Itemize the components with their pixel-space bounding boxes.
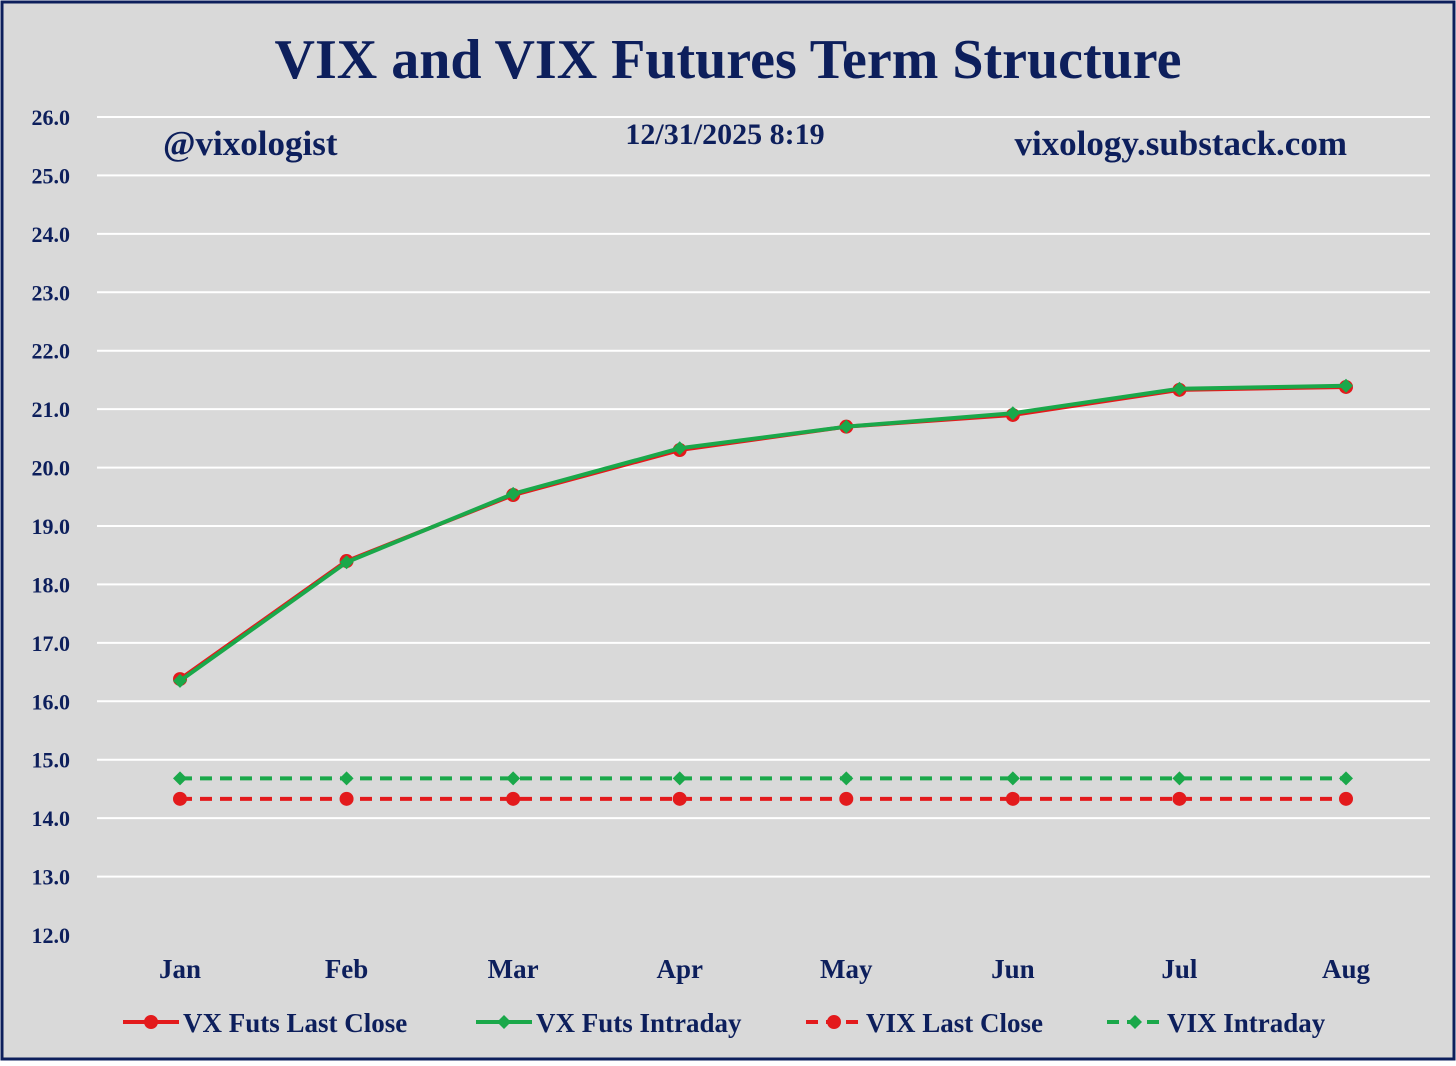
data-point [339, 555, 354, 570]
x-tick-label: May [820, 954, 873, 984]
x-tick-label: Jan [159, 954, 201, 984]
data-point [173, 771, 187, 786]
legend-label: VX Futs Intraday [536, 1008, 742, 1038]
x-tick-label: Jul [1161, 954, 1198, 984]
y-tick-label: 14.0 [32, 806, 71, 831]
x-tick-label: Mar [488, 954, 539, 984]
grid-layer [97, 116, 1430, 878]
data-point [672, 791, 687, 806]
data-point [672, 771, 687, 786]
y-tick-label: 20.0 [32, 456, 71, 481]
legend-label: VIX Last Close [866, 1008, 1043, 1038]
data-point [839, 771, 854, 786]
x-tick-label: Feb [325, 954, 369, 984]
y-tick-label: 21.0 [32, 397, 71, 422]
handle-annotation: @vixologist [163, 124, 338, 163]
x-tick-label: Jun [991, 954, 1035, 984]
data-point [1005, 791, 1020, 806]
data-point [339, 771, 354, 786]
data-point [1172, 381, 1187, 396]
legend-item: VIX Last Close [806, 1008, 1043, 1038]
legend-swatch-marker [497, 1015, 511, 1029]
series-vx-futs-intraday [173, 378, 1353, 688]
series-layer [173, 378, 1353, 806]
data-point [672, 441, 687, 456]
legend-swatch-marker [827, 1015, 841, 1029]
legend-swatch-marker [1128, 1015, 1142, 1029]
legend-label: VIX Intraday [1167, 1008, 1326, 1038]
y-tick-label: 19.0 [32, 514, 71, 539]
data-point [339, 791, 354, 806]
data-point [1339, 791, 1353, 806]
data-point [839, 791, 854, 806]
x-tick-label: Aug [1322, 954, 1371, 984]
data-point [506, 791, 521, 806]
x-tick-label: Apr [656, 954, 703, 984]
data-point [1339, 771, 1353, 786]
series-line [178, 383, 1347, 683]
y-axis-ticks: 12.0 13.0 14.0 15.0 16.0 17.0 18.0 19.0 20.0 21.0… [32, 105, 71, 948]
chart-title: VIX and VIX Futures Term Structure [275, 29, 1182, 91]
x-axis-ticks: Jan Feb Mar Apr May Jun Jul Aug [159, 954, 1371, 984]
website-annotation: vixology.substack.com [1014, 124, 1347, 163]
data-point [1005, 406, 1020, 421]
data-point [506, 486, 521, 501]
data-point [1172, 771, 1187, 786]
y-tick-label: 25.0 [32, 163, 71, 188]
y-tick-label: 24.0 [32, 222, 71, 247]
series-vix-last-close [173, 791, 1353, 806]
legend-label: VX Futs Last Close [183, 1008, 407, 1038]
y-tick-label: 18.0 [32, 572, 71, 597]
data-point [839, 419, 854, 434]
y-tick-label: 26.0 [32, 105, 71, 130]
legend-item: VX Futs Last Close [123, 1008, 407, 1038]
series-vix-intraday [173, 771, 1353, 786]
y-tick-label: 12.0 [32, 923, 71, 948]
y-tick-label: 15.0 [32, 748, 71, 773]
data-point [506, 771, 521, 786]
y-tick-label: 13.0 [32, 865, 71, 890]
legend: VX Futs Last Close VX Futs Intraday VIX La… [123, 1008, 1326, 1038]
data-point [1339, 378, 1353, 393]
legend-item: VX Futs Intraday [476, 1008, 742, 1038]
data-point [1172, 791, 1187, 806]
y-tick-label: 17.0 [32, 631, 71, 656]
legend-item: VIX Intraday [1107, 1008, 1326, 1038]
timestamp-annotation: 12/31/2025 8:19 [625, 118, 824, 151]
y-tick-label: 23.0 [32, 280, 71, 305]
legend-swatch-marker [144, 1015, 158, 1029]
data-point [173, 791, 187, 806]
data-point [173, 673, 187, 688]
y-tick-label: 22.0 [32, 339, 71, 364]
data-point [1005, 771, 1020, 786]
y-tick-label: 16.0 [32, 689, 71, 714]
